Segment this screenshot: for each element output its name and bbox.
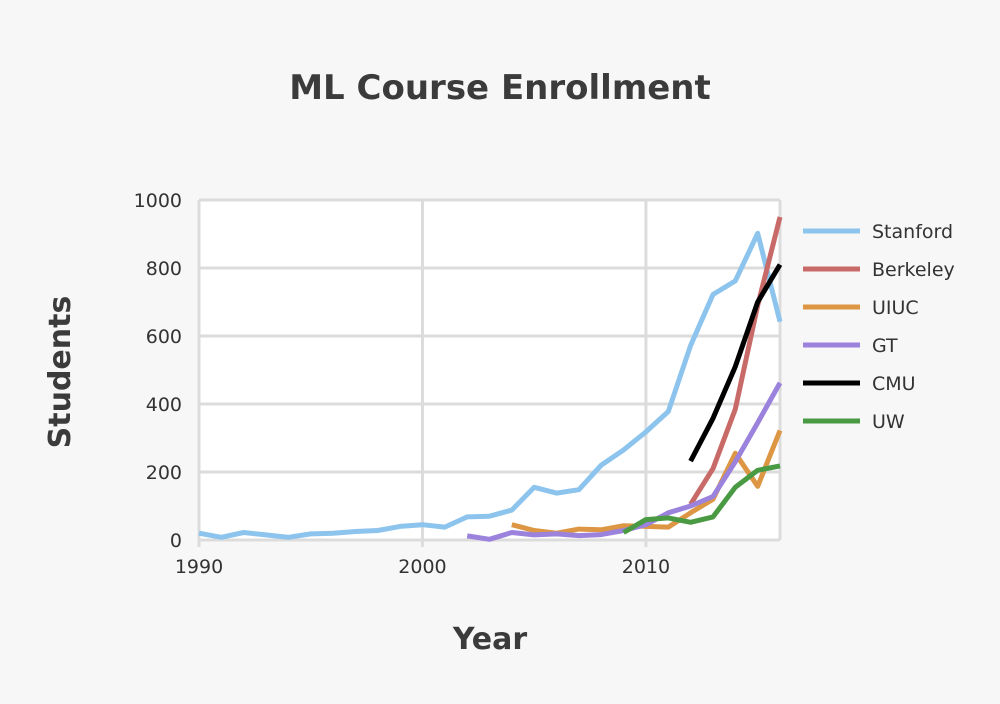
y-tick-label: 600 <box>146 326 182 348</box>
legend-label-gt: GT <box>872 335 898 357</box>
tick-labels: 0 200 400 600 800 1000 1990 2000 2010 <box>134 190 670 578</box>
series-line-berkeley <box>688 216 783 506</box>
legend-label-uiuc: UIUC <box>872 297 919 319</box>
x-tick-label: 1990 <box>175 556 223 578</box>
y-tick-label: 400 <box>146 394 182 416</box>
grid <box>197 198 782 547</box>
legend-label-uw: UW <box>872 411 905 433</box>
series-layer <box>198 216 783 542</box>
x-axis-title: Year <box>452 622 528 657</box>
series-line-stanford <box>198 230 783 540</box>
plot-area <box>199 200 780 540</box>
y-axis-title: Students <box>43 296 78 449</box>
legend-label-cmu: CMU <box>872 373 916 395</box>
y-tick-label: 200 <box>146 462 182 484</box>
y-tick-label: 0 <box>170 530 182 552</box>
legend-label-stanford: Stanford <box>872 221 953 243</box>
x-tick-label: 2000 <box>398 556 446 578</box>
chart-title: ML Course Enrollment <box>289 68 711 108</box>
y-tick-label: 800 <box>146 258 182 280</box>
series-line-uw <box>622 463 781 535</box>
series-line-cmu <box>688 263 783 463</box>
legend-label-berkeley: Berkeley <box>872 259 955 281</box>
y-tick-label: 1000 <box>134 190 182 212</box>
x-tick-label: 2010 <box>622 556 670 578</box>
legend: Stanford Berkeley UIUC GT CMU UW <box>803 221 955 433</box>
